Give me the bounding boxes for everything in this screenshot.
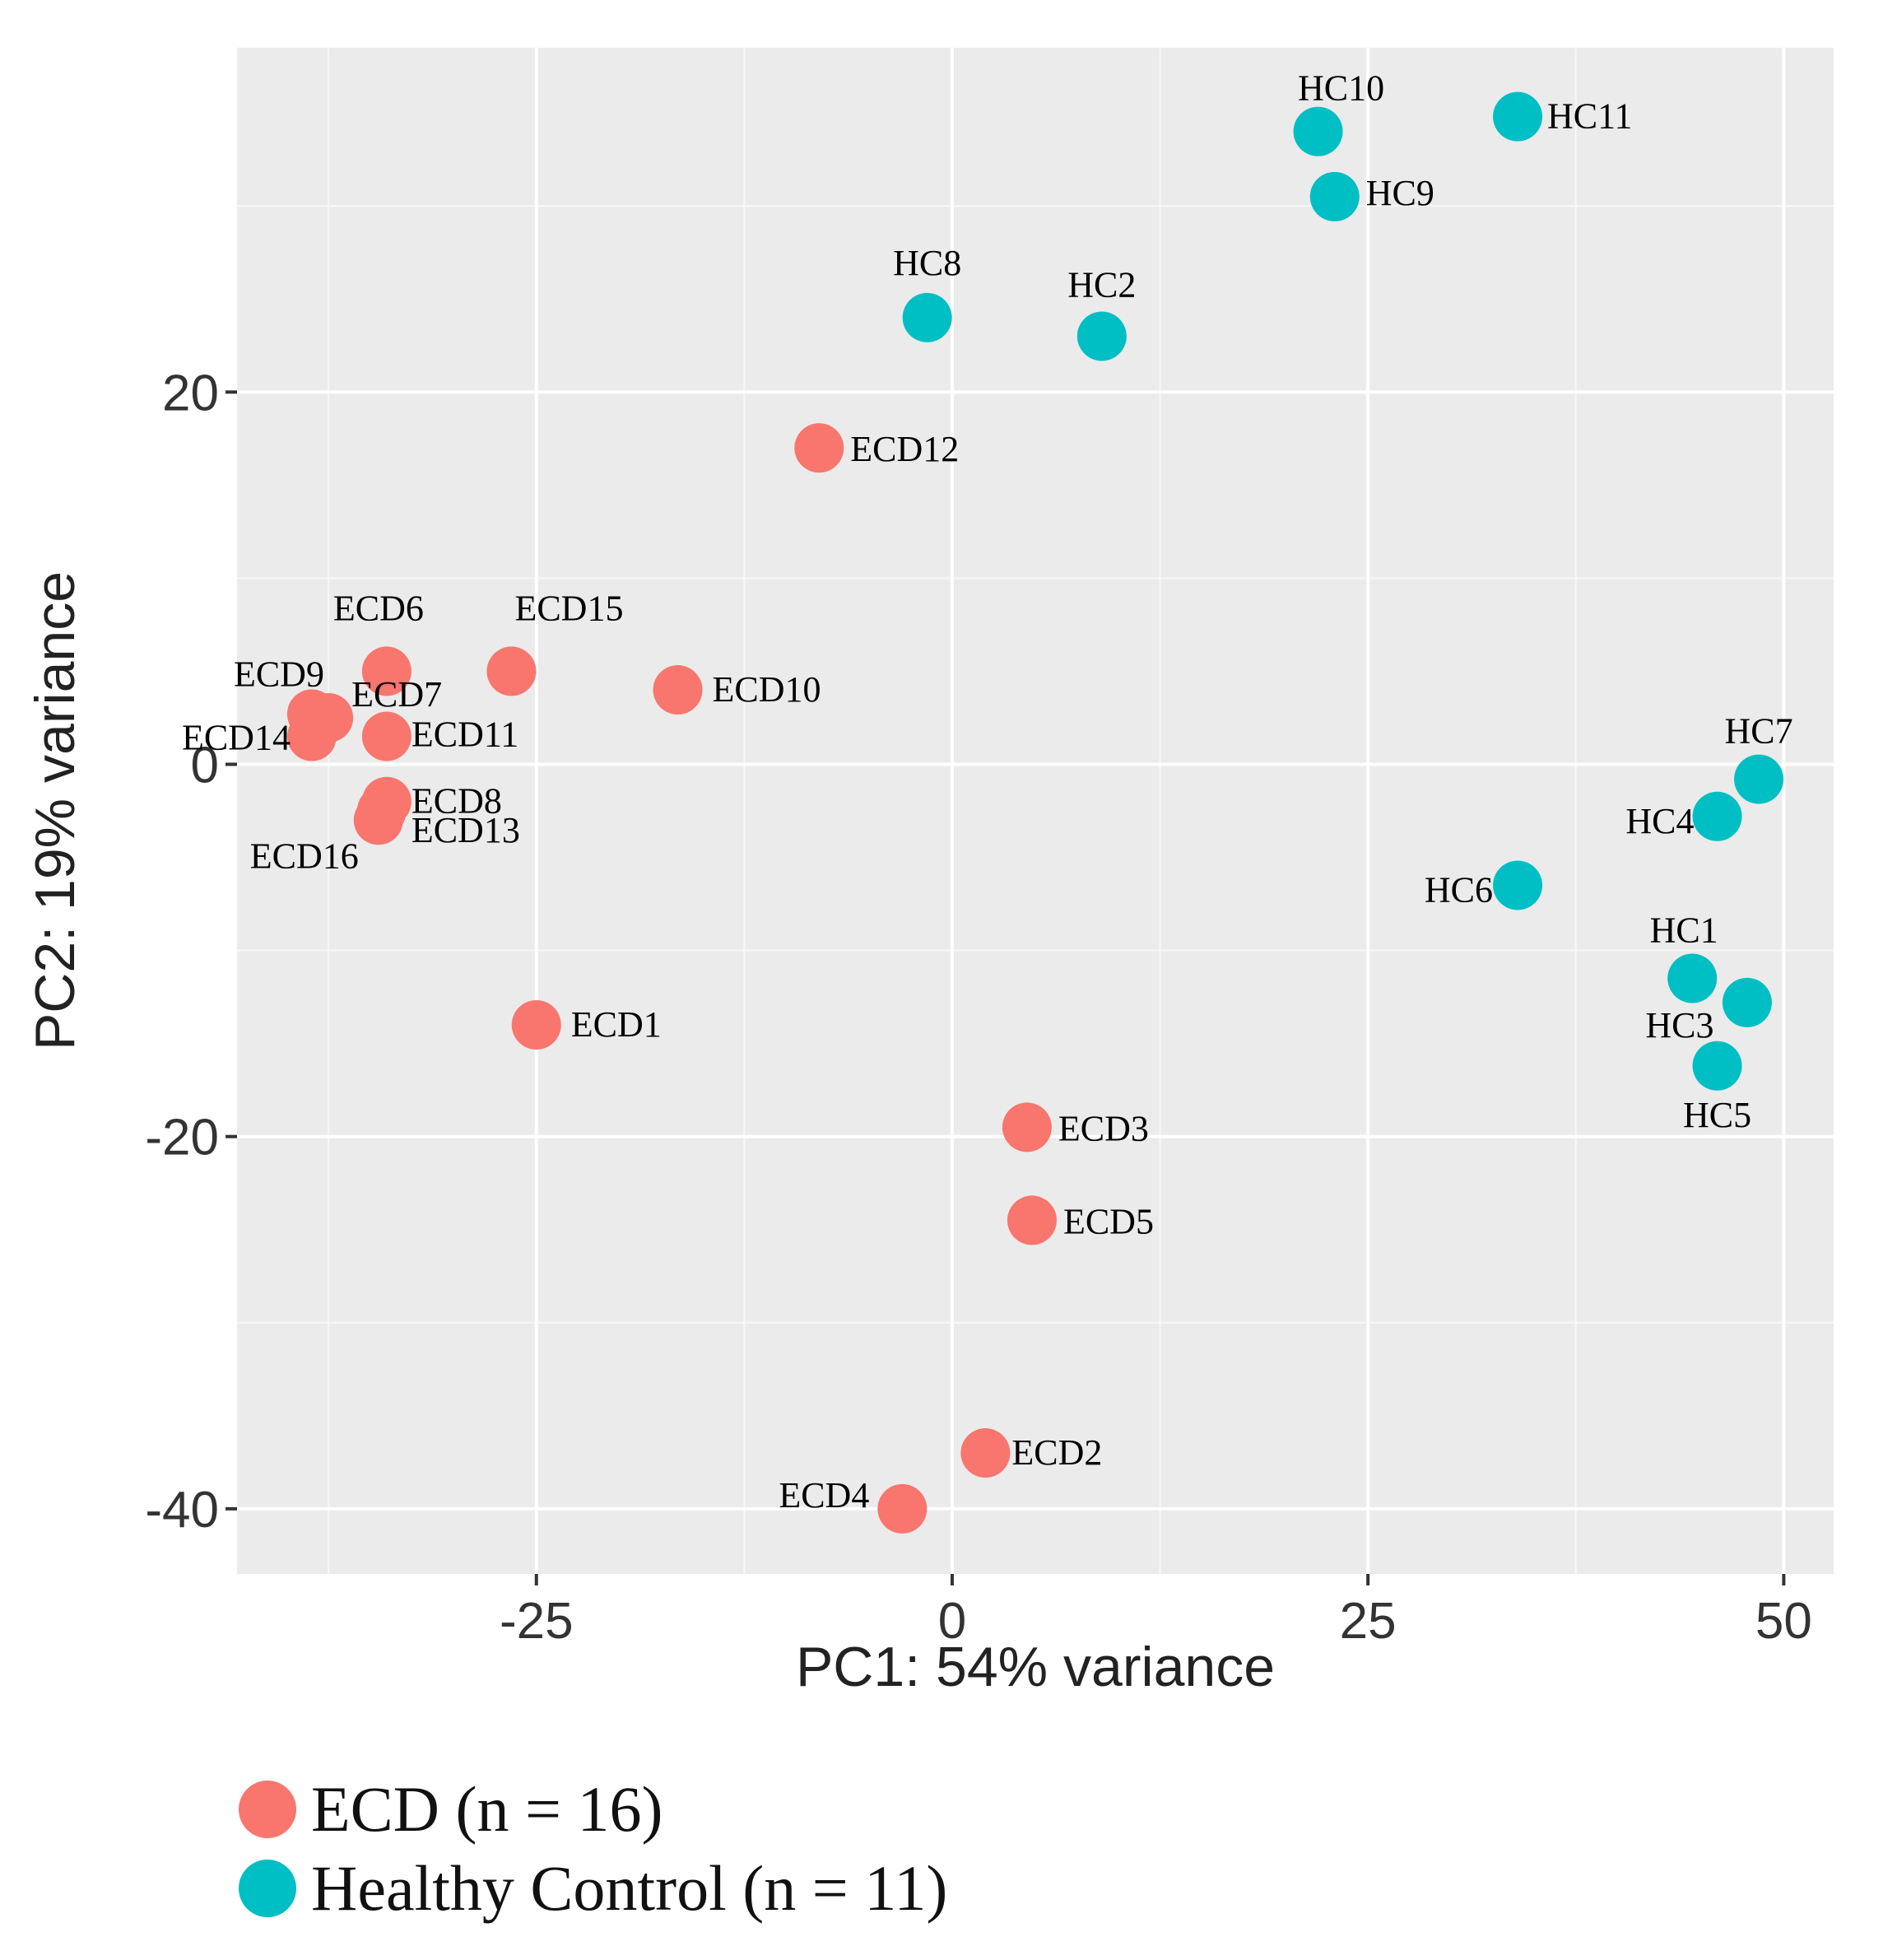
point-hc10 — [1293, 106, 1343, 156]
y-tick-label: 20 — [162, 365, 219, 421]
point-ecd14 — [286, 711, 337, 761]
minor-gridlines — [237, 48, 1834, 1574]
point-hc6 — [1493, 860, 1543, 910]
legend-key-ecd — [239, 1781, 296, 1838]
point-label-ecd13: ECD13 — [411, 810, 520, 850]
legend-label-healthy-control: Healthy Control (n = 11) — [311, 1852, 948, 1924]
point-label-hc1: HC1 — [1650, 910, 1718, 950]
legend-key-healthy-control — [239, 1860, 296, 1917]
point-hc2 — [1076, 311, 1127, 361]
point-hc8 — [902, 292, 952, 342]
point-ecd4 — [877, 1483, 928, 1534]
y-tick-label: 0 — [191, 737, 219, 794]
point-ecd16 — [353, 795, 403, 845]
point-label-ecd16: ECD16 — [250, 836, 359, 876]
x-tick-label: 50 — [1755, 1593, 1812, 1650]
point-hc4 — [1692, 791, 1742, 841]
point-label-hc4: HC4 — [1625, 801, 1694, 841]
point-labels: ECD1 ECD2 ECD3 ECD4 ECD5 ECD6 ECD7 ECD8 ECD9 ECD1… — [182, 68, 1793, 1515]
point-ecd10 — [653, 665, 703, 715]
point-label-hc3: HC3 — [1645, 1005, 1713, 1045]
point-hc1 — [1667, 953, 1718, 1003]
point-ecd5 — [1007, 1195, 1057, 1245]
x-axis-title: PC1: 54% variance — [796, 1636, 1275, 1698]
point-label-hc8: HC8 — [893, 243, 961, 283]
y-tick-label: -40 — [145, 1482, 219, 1539]
point-label-ecd11: ECD11 — [411, 715, 518, 755]
x-tick-label: 0 — [938, 1593, 966, 1650]
y-tick-label: -20 — [145, 1110, 219, 1166]
point-hc7 — [1734, 754, 1784, 804]
axis-ticks: -25 0 25 50 -40 -20 0 20 — [145, 365, 1811, 1650]
point-ecd6 — [361, 646, 411, 696]
point-hc5 — [1692, 1041, 1742, 1091]
point-label-ecd1: ECD1 — [571, 1004, 662, 1045]
point-label-ecd7: ECD7 — [351, 674, 442, 715]
point-label-hc9: HC9 — [1366, 173, 1434, 213]
point-ecd15 — [486, 646, 537, 696]
point-label-ecd10: ECD10 — [713, 669, 821, 710]
point-label-hc7: HC7 — [1725, 711, 1793, 752]
x-tick-label: 25 — [1340, 1593, 1397, 1650]
legend-item-healthy-control: Healthy Control (n = 11) — [239, 1849, 947, 1928]
point-hc9 — [1309, 171, 1360, 221]
point-label-hc6: HC6 — [1425, 869, 1493, 910]
point-label-hc10: HC10 — [1298, 68, 1384, 109]
legend-label-ecd: ECD (n = 16) — [311, 1773, 663, 1845]
data-points — [286, 91, 1784, 1534]
point-label-hc2: HC2 — [1067, 264, 1136, 305]
point-label-ecd8: ECD8 — [411, 781, 502, 822]
point-ecd1 — [511, 1000, 561, 1050]
point-hc3 — [1722, 977, 1772, 1027]
point-label-ecd2: ECD2 — [1011, 1432, 1102, 1473]
point-ecd3 — [1002, 1102, 1052, 1152]
plot-panel — [237, 48, 1834, 1574]
legend-item-ecd: ECD (n = 16) — [239, 1770, 947, 1849]
y-axis-title: PC2: 19% variance — [24, 571, 86, 1050]
point-label-ecd4: ECD4 — [779, 1475, 869, 1515]
point-label-ecd9: ECD9 — [234, 654, 324, 694]
point-label-ecd5: ECD5 — [1063, 1201, 1154, 1241]
point-label-ecd6: ECD6 — [333, 588, 424, 628]
point-label-ecd3: ECD3 — [1058, 1108, 1149, 1148]
point-label-ecd12: ECD12 — [850, 429, 959, 469]
point-hc11 — [1493, 91, 1543, 142]
point-label-ecd15: ECD15 — [514, 588, 623, 628]
x-tick-label: -25 — [500, 1593, 574, 1650]
point-ecd2 — [960, 1428, 1011, 1478]
point-label-ecd14: ECD14 — [182, 718, 291, 758]
point-ecd11 — [361, 711, 411, 761]
point-label-hc5: HC5 — [1683, 1095, 1751, 1135]
legend: ECD (n = 16) Healthy Control (n = 11) — [239, 1770, 947, 1928]
point-label-hc11: HC11 — [1547, 96, 1633, 137]
point-ecd12 — [794, 423, 844, 473]
